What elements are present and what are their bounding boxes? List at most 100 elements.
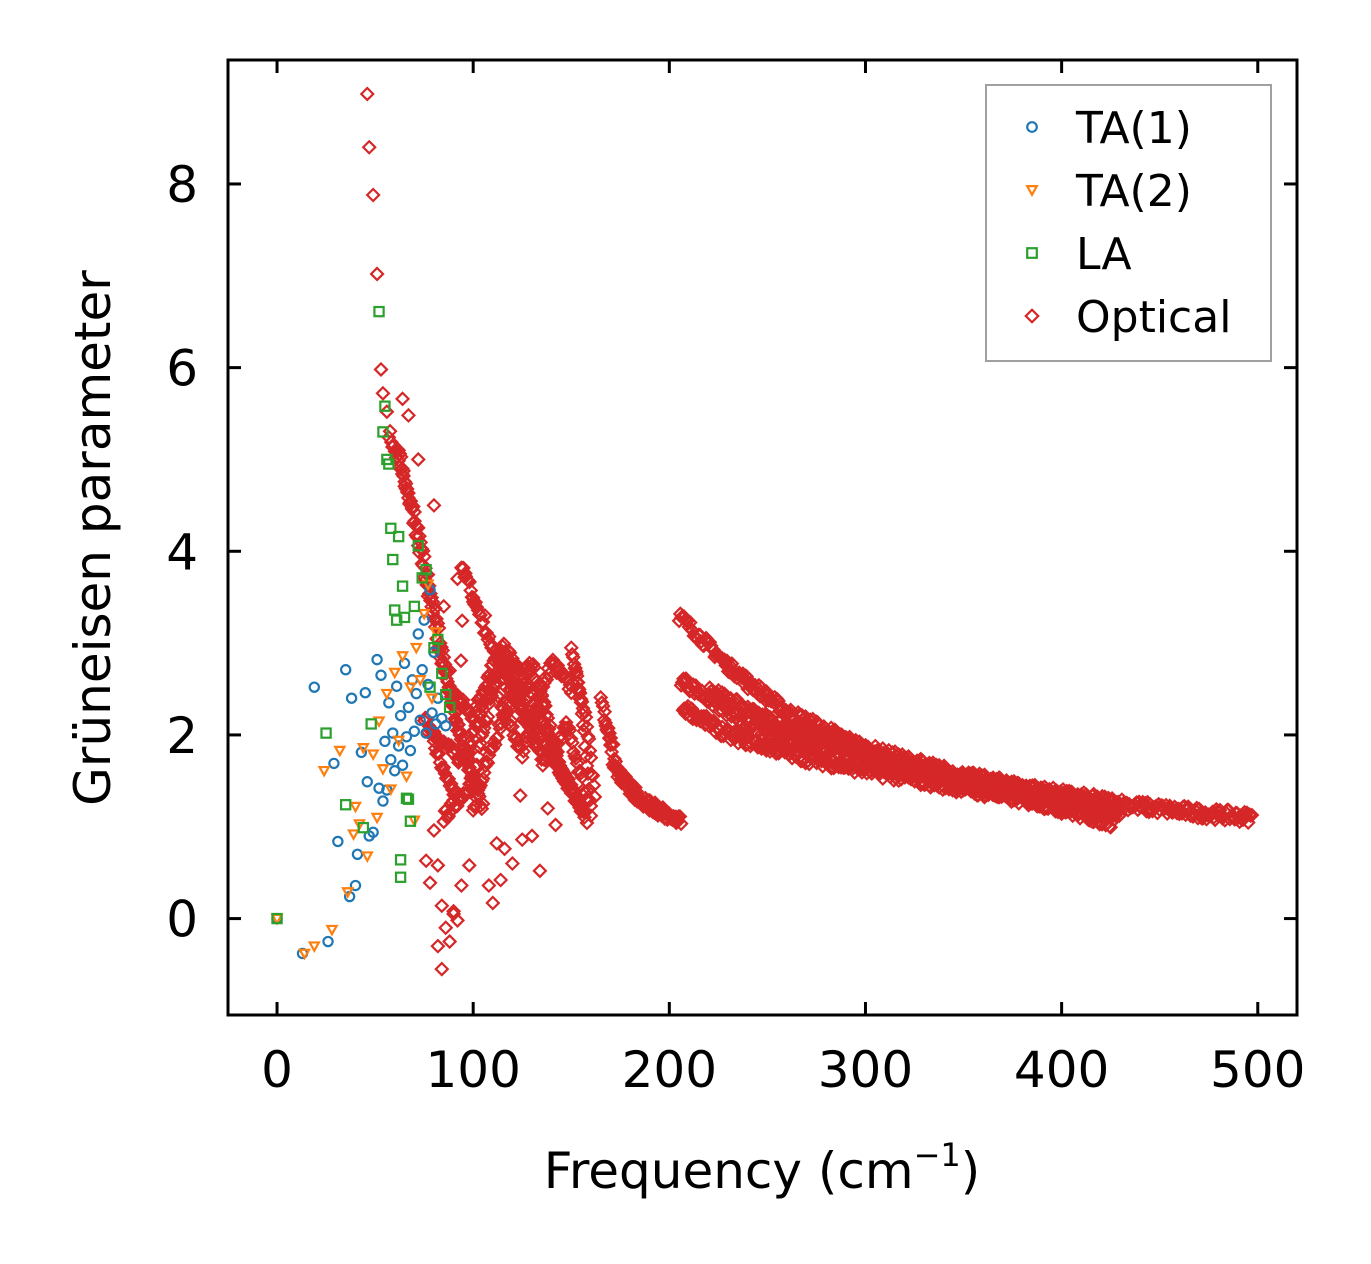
la-point (432, 633, 444, 646)
ta2-point (317, 765, 331, 778)
ta1-point (418, 614, 430, 626)
optical-point (1005, 776, 1021, 793)
la-point (387, 553, 399, 566)
optical-point (426, 611, 442, 627)
la-point (402, 793, 415, 805)
optical-point (473, 735, 489, 751)
optical-point (463, 582, 479, 599)
optical-point (926, 762, 942, 778)
ta2-point (380, 688, 394, 701)
optical-point (426, 497, 442, 513)
optical-point (582, 792, 598, 808)
optical-point (481, 877, 497, 894)
optical-point (668, 809, 684, 825)
optical-point (441, 771, 457, 787)
optical-point (1103, 819, 1119, 835)
la-point (398, 611, 411, 624)
optical-point (422, 592, 438, 609)
optical-point (539, 707, 555, 723)
optical-point (409, 529, 425, 545)
la-point (379, 400, 391, 412)
optical-point (436, 598, 452, 614)
ta1-point (328, 757, 340, 770)
optical-point (482, 667, 498, 683)
ta2-point (425, 693, 439, 706)
optical-point (569, 788, 585, 804)
ta2-point (417, 608, 431, 621)
optical-point (548, 817, 564, 833)
optical-point (524, 828, 540, 844)
ta2-point (370, 812, 384, 825)
optical-point (577, 704, 593, 720)
ta1-point (402, 701, 415, 714)
ta1-point (385, 754, 397, 766)
optical-point (437, 765, 453, 782)
optical-point (461, 857, 477, 873)
optical-point (392, 446, 408, 462)
optical-point (595, 698, 611, 714)
optical-point (536, 694, 552, 710)
la-point (373, 305, 385, 318)
ta1-point (332, 835, 344, 848)
optical-point (1211, 808, 1227, 824)
la-point (412, 540, 424, 552)
optical-point (523, 723, 539, 739)
optical-point (430, 857, 446, 873)
ta1-point (390, 680, 403, 692)
la-point (396, 580, 409, 592)
optical-point (975, 773, 991, 789)
ta2-point (429, 627, 443, 639)
ta1-point (375, 669, 387, 681)
la-point (404, 815, 417, 827)
ta2-point (298, 948, 311, 961)
ta1-point (420, 727, 432, 739)
optical-point (567, 660, 583, 676)
optical-point (629, 783, 645, 800)
optical-point (877, 747, 893, 763)
optical-point (783, 710, 799, 726)
la-point (390, 614, 403, 626)
ta2-point (356, 743, 370, 755)
optical-point (508, 656, 524, 672)
optical-point (542, 717, 558, 733)
x-axis-label: Frequency (cm−1) (544, 1136, 981, 1200)
x-tick-label: 300 (818, 1041, 913, 1099)
ta1-point (377, 795, 389, 807)
ta1-point (339, 664, 352, 676)
optical-point (361, 139, 377, 155)
optical-point (391, 442, 407, 458)
optical-point (497, 662, 513, 678)
ta2-point (396, 651, 410, 663)
optical-point (1034, 780, 1050, 796)
optical-point (799, 718, 815, 734)
optical-point (498, 647, 514, 663)
optical-point (583, 750, 599, 766)
y-tick-label: 4 (166, 523, 198, 581)
optical-point (490, 729, 506, 745)
optical-point (546, 733, 562, 749)
optical-point (504, 855, 520, 872)
legend-label-ta2: TA(2) (1075, 166, 1192, 217)
optical-point (1093, 793, 1109, 809)
ta2-point (400, 771, 413, 784)
optical-point (457, 565, 473, 581)
optical-point (480, 755, 496, 771)
optical-point (473, 607, 489, 623)
optical-point (1112, 806, 1129, 822)
la-point (408, 600, 421, 613)
legend-marker-optical (1024, 308, 1040, 324)
la-point (392, 530, 405, 543)
optical-point (814, 725, 830, 741)
optical-point (453, 653, 469, 669)
ta1-point (387, 727, 399, 739)
ta1-point (349, 879, 362, 892)
x-tick-label: 500 (1210, 1041, 1305, 1099)
optical-point (532, 863, 548, 879)
x-tick-label: 400 (1014, 1041, 1109, 1099)
optical-point (532, 683, 548, 699)
optical-point (1063, 787, 1079, 803)
ta1-point (440, 720, 452, 732)
ta2-point (325, 924, 339, 937)
optical-point (525, 656, 541, 672)
optical-point (513, 679, 529, 695)
